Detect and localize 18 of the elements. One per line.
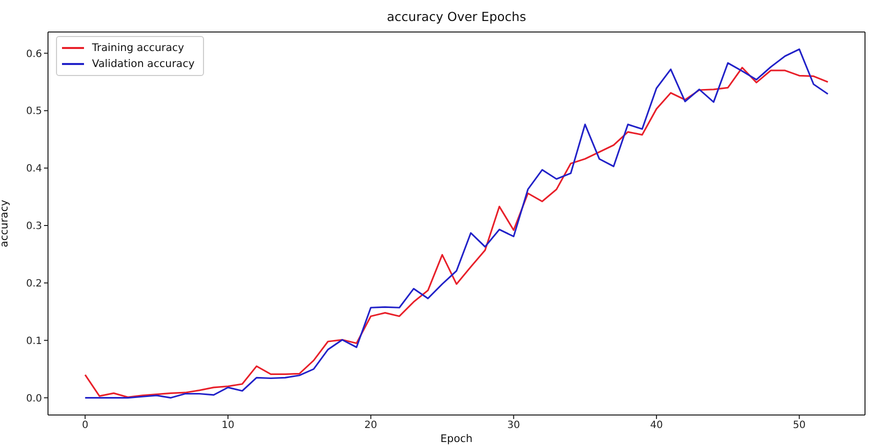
x-tick-label: 0 <box>82 420 88 432</box>
x-tick-label: 50 <box>792 420 806 432</box>
x-tick-label: 10 <box>222 420 234 432</box>
y-tick-label: 0.5 <box>26 106 42 118</box>
x-tick-label: 20 <box>364 420 378 432</box>
y-tick-label: 0.0 <box>26 393 42 404</box>
x-tick-label: 40 <box>650 420 663 432</box>
legend-label: Training accuracy <box>92 41 184 56</box>
y-tick-label: 0.2 <box>26 278 42 290</box>
chart-title: accuracy Over Epochs <box>386 9 528 24</box>
y-tick-label: 0.1 <box>26 336 42 347</box>
legend-label: Validation accuracy <box>92 57 195 72</box>
x-axis-title: Epoch <box>440 433 473 445</box>
y-tick-label: 0.6 <box>26 48 42 60</box>
y-tick-label: 0.4 <box>26 164 42 175</box>
x-tick-label: 30 <box>507 420 520 432</box>
y-tick-label: 0.3 <box>26 221 42 232</box>
y-axis-title: accuracy <box>0 200 11 248</box>
